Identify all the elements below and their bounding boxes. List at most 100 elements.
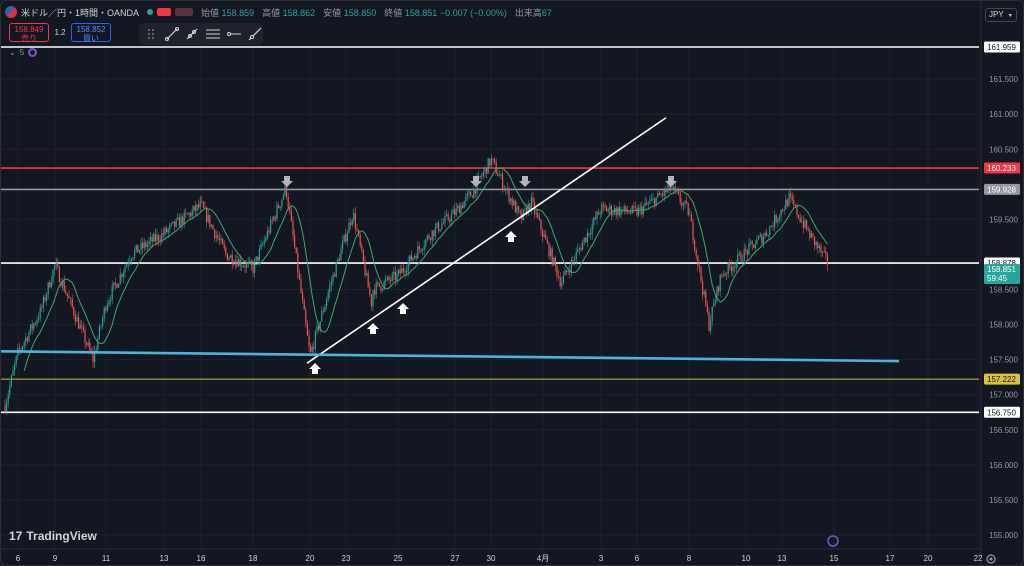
candle-body (71, 298, 73, 308)
candle-body (236, 260, 238, 267)
candle-body (543, 234, 545, 237)
candle-body (598, 211, 600, 215)
candle-body (558, 276, 560, 278)
candle-body (820, 245, 822, 253)
candle-body (782, 209, 784, 211)
time-tick-label: 10 (742, 554, 751, 563)
candle-body (172, 221, 174, 224)
candle-body (759, 234, 761, 237)
candle-body (116, 283, 118, 288)
candle-body (639, 206, 641, 209)
drag-handle-icon[interactable] (143, 26, 159, 42)
down-arrow-marker-icon (281, 176, 293, 187)
candle-body (770, 226, 772, 227)
candle-body (559, 277, 561, 287)
candle-body (666, 188, 668, 193)
trend-line-tool-icon[interactable] (164, 26, 180, 42)
candle-body (540, 219, 542, 231)
candle-body (295, 247, 297, 254)
candle-body (300, 279, 302, 293)
candle-body (262, 244, 264, 246)
level-badge (984, 41, 1020, 53)
candle-body (364, 261, 366, 276)
time-tick-label: 13 (778, 554, 787, 563)
extended-line-tool-icon[interactable] (247, 26, 263, 42)
candle-body (313, 346, 315, 349)
candle-body (806, 220, 808, 230)
candle-body (572, 259, 574, 261)
price-tick-label: 157.500 (989, 356, 1018, 365)
candle-body (406, 270, 408, 273)
buy-button[interactable]: 158.852 買い (71, 23, 111, 43)
candle-body (294, 235, 296, 248)
candle-body (65, 291, 67, 294)
parallel-channel-tool-icon[interactable] (205, 26, 221, 42)
indicator-eye-icon[interactable] (28, 48, 38, 57)
candle-body (212, 225, 214, 230)
candle-body (260, 244, 262, 249)
candle-body (36, 320, 38, 324)
collapse-chevron-icon[interactable]: ⌄ (9, 48, 16, 57)
flag-badge-icon (175, 8, 194, 16)
candle-body (33, 323, 35, 329)
candle-body (751, 241, 753, 245)
candle-body (210, 225, 212, 227)
candle-body (246, 262, 248, 268)
candle-body (460, 205, 462, 214)
axis-settings-gear-icon[interactable] (985, 553, 997, 565)
horizontal-ray-tool-icon[interactable] (226, 26, 242, 42)
candle-body (586, 233, 588, 242)
candle-body (286, 186, 288, 197)
candle-body (743, 248, 745, 262)
price-tick-label: 158.000 (989, 321, 1018, 330)
candle-body (207, 214, 209, 222)
time-axis[interactable]: 6 9 11 13 16 18 20 23 25 27 30 4月 3 6 8 10 13 15 17 20 22 (1, 535, 983, 563)
time-tick-label: 6 (635, 554, 640, 563)
candle-body (231, 255, 233, 265)
sell-button[interactable]: 158.849 売り (9, 23, 49, 43)
candle-body (202, 201, 204, 208)
level-badge-label: 160.233 (987, 164, 1016, 173)
buy-price: 158.852 (76, 25, 106, 34)
currency-select[interactable]: JPY ▾ (985, 8, 1017, 22)
ray-tool-icon[interactable] (185, 26, 201, 42)
candle-body (94, 351, 96, 363)
candle-body (332, 274, 334, 282)
candle-body (129, 261, 131, 264)
candle-body (564, 270, 566, 276)
up-arrow-marker-icon (367, 323, 379, 334)
candle-body (778, 216, 780, 220)
candle-body (652, 198, 654, 200)
candle-body (353, 212, 355, 221)
candle-body (506, 188, 508, 190)
indicator-legend[interactable]: ⌄ 5 (9, 48, 38, 57)
candle-body (194, 205, 196, 211)
candle-body (148, 240, 150, 245)
candle-body (511, 198, 513, 206)
symbol-title[interactable]: 米ドル／円・1時間・OANDA (21, 7, 140, 18)
candle-body (694, 240, 696, 251)
candle-body (474, 189, 476, 194)
candle-body (503, 188, 505, 190)
candle-body (532, 197, 534, 203)
candle-body (514, 200, 516, 213)
level-badge-label: 159.928 (987, 185, 1016, 194)
candle-body (745, 248, 747, 251)
candle-body (318, 326, 320, 330)
candle-body (322, 311, 324, 313)
candle-body (678, 191, 680, 194)
candle-body (716, 286, 718, 301)
candle-body (20, 348, 22, 350)
price-axis[interactable]: 161.959 161.500 161.000 160.500 160.233 159.9… (980, 1, 1020, 566)
candle-body (436, 222, 438, 228)
candle-body (689, 214, 691, 216)
candle-body (602, 204, 604, 206)
time-tick-label: 4月 (537, 554, 549, 563)
candle-body (746, 250, 748, 255)
candle-body (178, 217, 180, 227)
level-badge (984, 183, 1020, 195)
time-tick-label: 30 (487, 554, 496, 563)
candle-body (305, 309, 307, 324)
candle-body (482, 171, 484, 177)
